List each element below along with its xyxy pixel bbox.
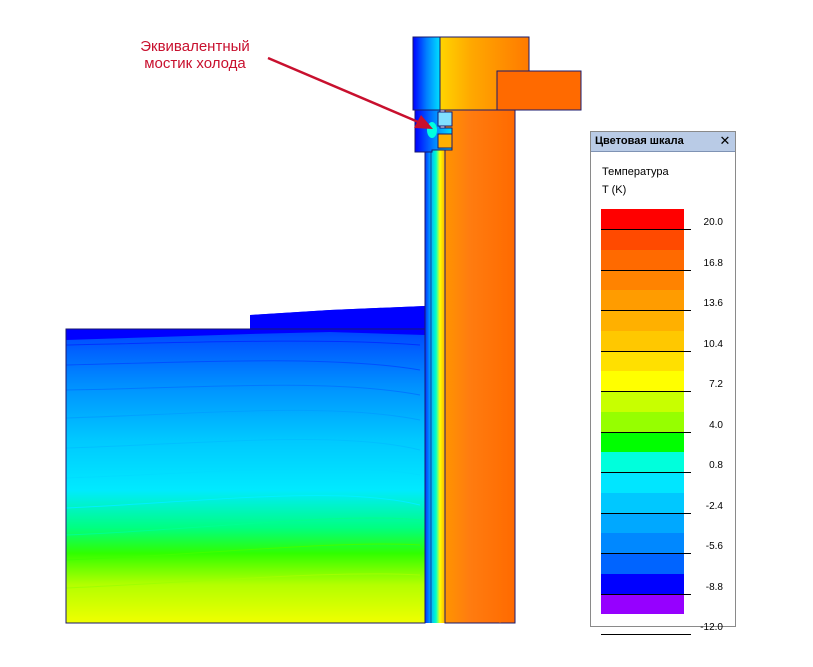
close-icon[interactable]: ✕ [719, 133, 731, 148]
scale-tick [601, 310, 691, 312]
annotation-arrow [267, 56, 424, 126]
scale-tick [601, 431, 691, 433]
external-cladding [412, 36, 441, 111]
color-band [601, 492, 684, 513]
scale-tick [601, 553, 691, 555]
color-bands [601, 209, 684, 614]
annotation-arrowhead [414, 115, 433, 129]
scale-tick [601, 269, 691, 271]
scale-tick-label: 16.8 [703, 257, 723, 269]
scale-tick-label: 7.2 [709, 379, 723, 391]
scale-tick [601, 634, 691, 636]
scale-tick [601, 229, 691, 231]
scale-tick-label: 13.6 [703, 298, 723, 310]
color-band [601, 533, 684, 554]
frozen-top-layer [66, 306, 425, 340]
color-band [601, 249, 684, 270]
scale-tick-label: -5.6 [705, 541, 723, 553]
scale-tick-label: -8.8 [705, 581, 723, 593]
annotation-line-2: мостик холода [144, 55, 246, 72]
foundation-wall [444, 109, 516, 624]
scale-tick [601, 512, 691, 514]
scale-tick-label: 4.0 [709, 419, 723, 431]
color-band [601, 593, 684, 614]
scale-tick [601, 593, 691, 595]
scale-tick-label: 20.0 [703, 217, 723, 229]
color-band [601, 350, 684, 371]
unit-label: T (K) [602, 184, 627, 196]
panel-titlebar[interactable]: Цветовая шкала ✕ [591, 132, 735, 152]
ground-region [66, 306, 425, 623]
color-band [601, 371, 684, 392]
color-band [601, 269, 684, 290]
color-band [601, 411, 684, 432]
scale-tick-label: -12.0 [700, 622, 723, 634]
thermal-bridge-annotation: Эквивалентный мостик холода [120, 38, 270, 72]
color-band [601, 472, 684, 493]
color-band [601, 573, 684, 594]
scale-tick-label: 10.4 [703, 338, 723, 350]
quantity-label: Температура [602, 166, 669, 178]
color-band [601, 229, 684, 250]
floor-slab [496, 70, 582, 111]
scale-tick [601, 472, 691, 474]
color-band [601, 330, 684, 351]
color-band [601, 452, 684, 473]
color-band [601, 512, 684, 533]
insulation-strip [425, 150, 445, 623]
scale-tick-label: 0.8 [709, 460, 723, 472]
color-band [601, 290, 684, 311]
color-band [601, 391, 684, 412]
scale-tick [601, 350, 691, 352]
scale-tick-label: -2.4 [705, 500, 723, 512]
annotation-line-1: Эквивалентный [140, 38, 250, 55]
color-band [601, 310, 684, 331]
color-band [601, 553, 684, 574]
isotherm-lines [65, 340, 421, 589]
color-scale-panel: Цветовая шкала ✕ Температура T (K) 20.0 1… [590, 131, 736, 636]
scale-tick [601, 391, 691, 393]
panel-title: Цветовая шкала [595, 135, 684, 147]
color-band [601, 431, 684, 452]
color-band [601, 209, 684, 230]
